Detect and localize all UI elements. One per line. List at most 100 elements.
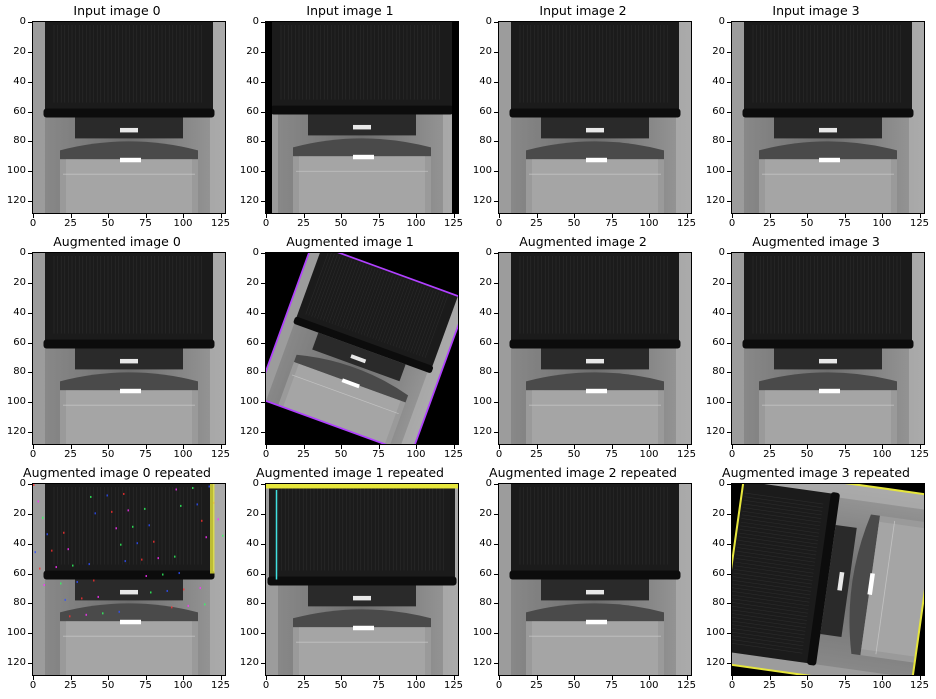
x-tick-label: 0 — [21, 450, 45, 460]
y-tick-label: 120 — [468, 658, 492, 668]
x-tick-label: 125 — [908, 681, 932, 691]
y-tick-mark — [261, 402, 265, 403]
x-tick-label: 125 — [209, 219, 233, 229]
y-tick-mark — [28, 141, 32, 142]
y-tick-mark — [494, 603, 498, 604]
x-tick-label: 125 — [675, 450, 699, 460]
y-tick-mark — [261, 603, 265, 604]
y-tick-label: 120 — [2, 427, 26, 437]
x-tick-label: 50 — [795, 219, 819, 229]
y-tick-mark — [727, 544, 731, 545]
panel-title: Augmented image 0 repeated — [0, 465, 234, 480]
x-tick-label: 125 — [209, 450, 233, 460]
y-tick-label: 20 — [701, 509, 725, 519]
panel-title: Input image 1 — [233, 3, 467, 18]
image-plot — [265, 21, 459, 214]
x-tick-label: 50 — [96, 681, 120, 691]
image-plot — [32, 252, 226, 445]
y-tick-label: 100 — [2, 628, 26, 638]
y-tick-mark — [261, 201, 265, 202]
y-tick-label: 100 — [701, 397, 725, 407]
y-tick-label: 120 — [701, 427, 725, 437]
image-plot — [731, 483, 925, 676]
y-tick-mark — [28, 663, 32, 664]
y-tick-mark — [261, 633, 265, 634]
panel-title: Augmented image 0 — [0, 234, 234, 249]
x-tick-label: 100 — [171, 450, 195, 460]
y-tick-label: 20 — [468, 509, 492, 519]
x-tick-label: 75 — [833, 681, 857, 691]
panel-title: Augmented image 2 repeated — [466, 465, 700, 480]
y-tick-label: 80 — [2, 367, 26, 377]
y-tick-label: 80 — [2, 136, 26, 146]
image-panel: Augmented image 102040608010012002550751… — [233, 231, 467, 464]
y-tick-label: 40 — [235, 308, 259, 318]
x-tick-label: 75 — [367, 681, 391, 691]
x-tick-label: 100 — [637, 681, 661, 691]
y-tick-mark — [28, 603, 32, 604]
y-tick-label: 40 — [235, 77, 259, 87]
x-tick-label: 25 — [525, 450, 549, 460]
y-tick-label: 80 — [235, 136, 259, 146]
y-tick-mark — [28, 402, 32, 403]
vial-image — [266, 253, 458, 444]
y-tick-mark — [261, 82, 265, 83]
y-tick-label: 20 — [701, 278, 725, 288]
y-tick-label: 0 — [235, 479, 259, 489]
y-tick-label: 20 — [235, 509, 259, 519]
y-tick-mark — [261, 171, 265, 172]
y-tick-mark — [261, 544, 265, 545]
x-tick-label: 25 — [59, 681, 83, 691]
x-tick-label: 100 — [404, 450, 428, 460]
image-panel: Augmented image 1 repeated02040608010012… — [233, 462, 467, 695]
image-panel: Input image 3020406080100120025507510012… — [699, 0, 933, 233]
x-tick-label: 25 — [525, 681, 549, 691]
x-tick-label: 50 — [329, 681, 353, 691]
y-tick-mark — [727, 484, 731, 485]
vial-image — [266, 484, 458, 675]
x-tick-label: 75 — [600, 450, 624, 460]
y-tick-label: 60 — [468, 569, 492, 579]
y-tick-mark — [28, 514, 32, 515]
x-tick-label: 50 — [96, 450, 120, 460]
panel-title: Input image 2 — [466, 3, 700, 18]
image-plot — [32, 483, 226, 676]
x-tick-label: 125 — [209, 681, 233, 691]
panel-title: Augmented image 3 repeated — [699, 465, 933, 480]
y-tick-mark — [28, 112, 32, 113]
vial-image — [499, 253, 691, 444]
x-tick-label: 75 — [367, 450, 391, 460]
y-tick-label: 120 — [2, 658, 26, 668]
y-tick-mark — [28, 313, 32, 314]
y-tick-label: 40 — [235, 539, 259, 549]
x-tick-label: 50 — [562, 450, 586, 460]
y-tick-mark — [727, 402, 731, 403]
x-tick-label: 0 — [487, 681, 511, 691]
y-tick-mark — [28, 574, 32, 575]
y-tick-label: 0 — [468, 17, 492, 27]
y-tick-label: 60 — [468, 107, 492, 117]
x-tick-label: 100 — [404, 681, 428, 691]
y-tick-label: 80 — [468, 367, 492, 377]
y-tick-mark — [261, 141, 265, 142]
vial-image — [33, 22, 225, 213]
x-tick-label: 50 — [795, 450, 819, 460]
y-tick-label: 120 — [701, 658, 725, 668]
y-tick-label: 100 — [468, 166, 492, 176]
y-tick-label: 100 — [701, 628, 725, 638]
vial-image — [732, 253, 924, 444]
x-tick-label: 75 — [134, 219, 158, 229]
y-tick-label: 20 — [2, 509, 26, 519]
y-tick-mark — [494, 313, 498, 314]
x-tick-label: 50 — [329, 450, 353, 460]
vial-image — [732, 22, 924, 213]
y-tick-mark — [494, 253, 498, 254]
x-tick-label: 25 — [758, 681, 782, 691]
y-tick-label: 0 — [2, 248, 26, 258]
y-tick-mark — [261, 484, 265, 485]
y-tick-label: 60 — [701, 107, 725, 117]
x-tick-label: 75 — [134, 681, 158, 691]
vial-image — [33, 484, 225, 675]
y-tick-label: 0 — [235, 17, 259, 27]
y-tick-mark — [28, 633, 32, 634]
